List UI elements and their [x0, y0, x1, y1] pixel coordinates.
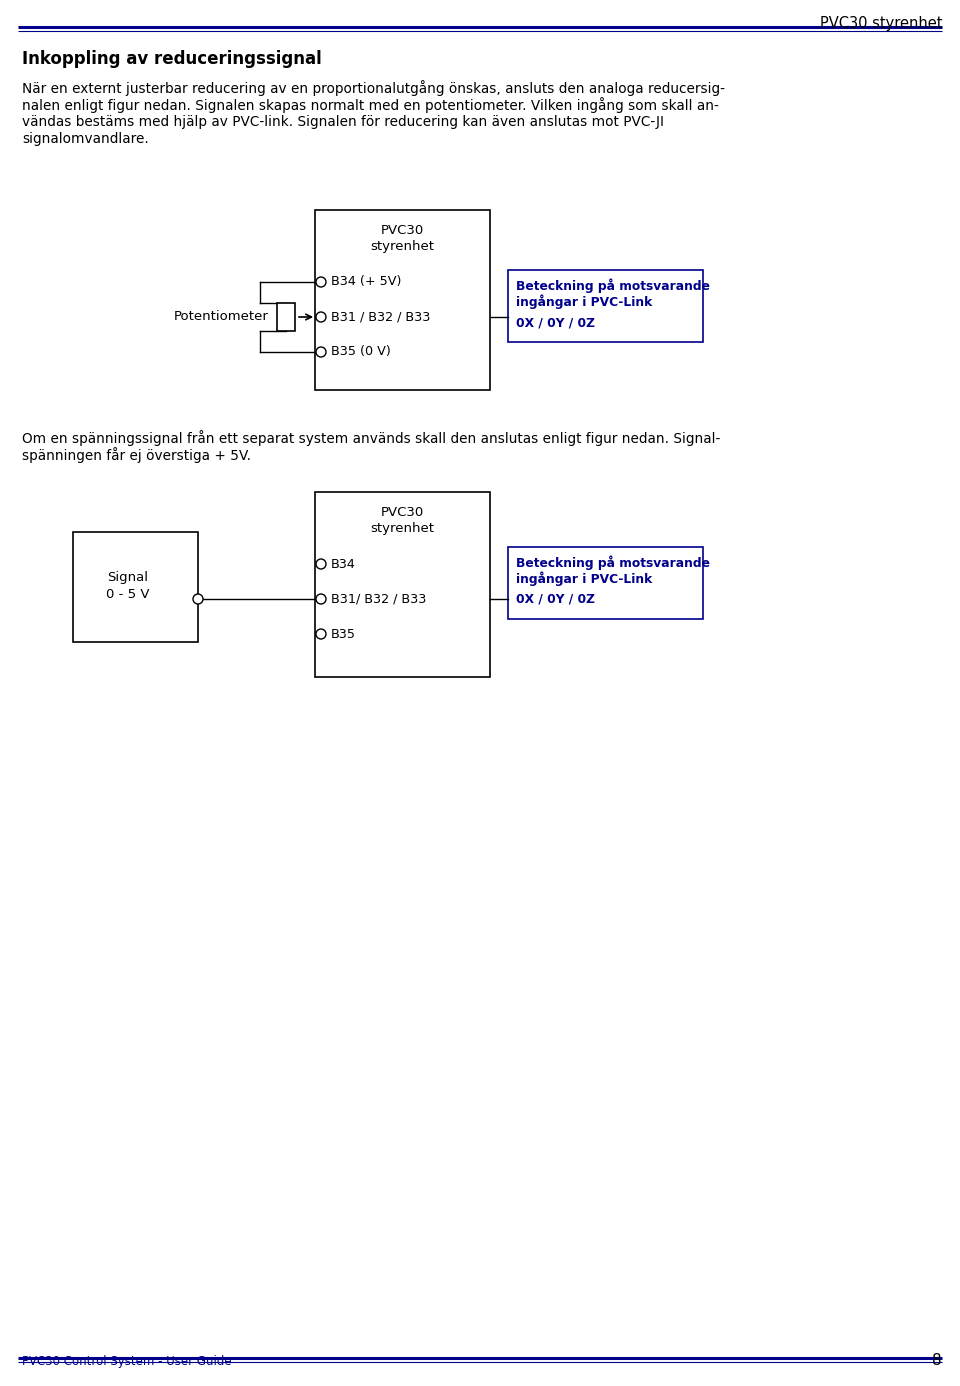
Bar	[508, 270, 703, 342]
Text: PVC30 styrenhet: PVC30 styrenhet	[820, 17, 942, 30]
Text: PVC30: PVC30	[381, 225, 424, 237]
Bar	[508, 547, 703, 620]
Text: Signal: Signal	[107, 571, 148, 584]
Text: Inkoppling av reduceringssignal: Inkoppling av reduceringssignal	[22, 50, 322, 68]
Text: spänningen får ej överstiga + 5V.: spänningen får ej överstiga + 5V.	[22, 448, 251, 463]
Text: Om en spänningssignal från ett separat system används skall den anslutas enligt : Om en spänningssignal från ett separat s…	[22, 430, 720, 446]
Text: 0X / 0Y / 0Z: 0X / 0Y / 0Z	[516, 593, 595, 606]
Text: Beteckning på motsvarande: Beteckning på motsvarande	[516, 279, 710, 292]
Text: När en externt justerbar reducering av en proportionalutgång önskas, ansluts den: När en externt justerbar reducering av e…	[22, 80, 725, 96]
Text: B34 (+ 5V): B34 (+ 5V)	[331, 276, 401, 288]
Text: ingångar i PVC-Link: ingångar i PVC-Link	[516, 571, 652, 585]
Circle shape	[316, 629, 326, 639]
Text: nalen enligt figur nedan. Signalen skapas normalt med en potentiometer. Vilken i: nalen enligt figur nedan. Signalen skapa…	[22, 97, 719, 114]
Text: vändas bestäms med hjälp av PVC-link. Signalen för reducering kan även anslutas : vändas bestäms med hjälp av PVC-link. Si…	[22, 115, 664, 129]
Text: PVC30 Control System - User Guide: PVC30 Control System - User Guide	[22, 1356, 231, 1368]
Text: Potentiometer: Potentiometer	[174, 310, 269, 323]
Text: styrenhet: styrenhet	[371, 523, 435, 535]
Text: styrenhet: styrenhet	[371, 240, 435, 254]
Text: 8: 8	[932, 1353, 942, 1368]
Circle shape	[193, 595, 203, 604]
Circle shape	[316, 559, 326, 570]
Text: 0 - 5 V: 0 - 5 V	[106, 589, 149, 602]
Text: 0X / 0Y / 0Z: 0X / 0Y / 0Z	[516, 316, 595, 328]
Text: Beteckning på motsvarande: Beteckning på motsvarande	[516, 554, 710, 570]
Text: B35 (0 V): B35 (0 V)	[331, 345, 391, 359]
Circle shape	[316, 595, 326, 604]
Text: signalomvandlare.: signalomvandlare.	[22, 133, 149, 147]
Text: B34: B34	[331, 557, 356, 571]
Circle shape	[316, 277, 326, 287]
Text: PVC30: PVC30	[381, 506, 424, 518]
Bar	[315, 211, 490, 389]
Bar	[315, 492, 490, 676]
Text: B35: B35	[331, 628, 356, 640]
Bar	[277, 304, 295, 331]
Circle shape	[316, 312, 326, 322]
Text: ingångar i PVC-Link: ingångar i PVC-Link	[516, 294, 652, 309]
Circle shape	[316, 346, 326, 358]
Bar	[73, 532, 198, 642]
Text: B31 / B32 / B33: B31 / B32 / B33	[331, 310, 430, 323]
Text: B31/ B32 / B33: B31/ B32 / B33	[331, 592, 426, 606]
